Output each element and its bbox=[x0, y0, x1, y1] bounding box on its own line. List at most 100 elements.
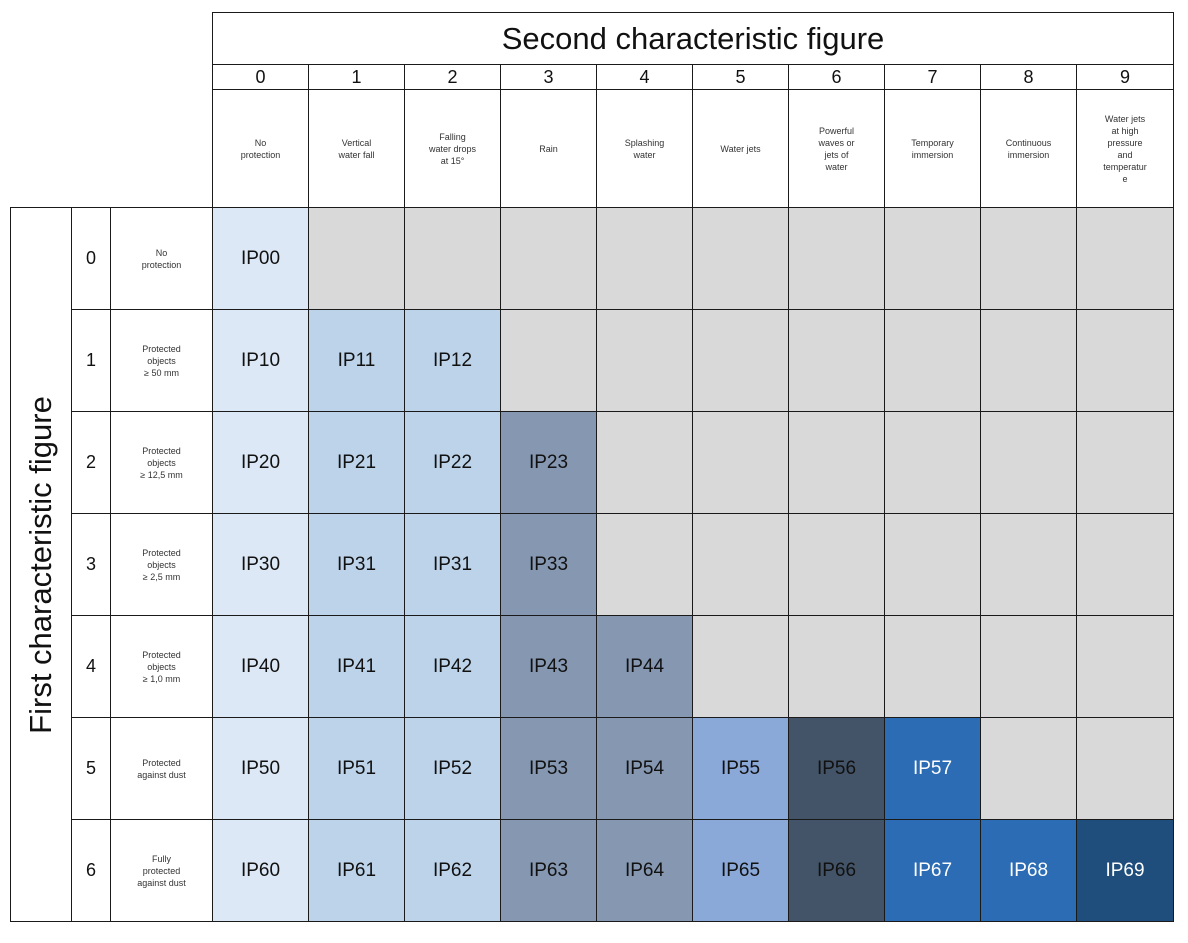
empty-cell bbox=[692, 615, 789, 718]
desc-line: Protected bbox=[142, 757, 181, 768]
row-digit-1: 1 bbox=[71, 309, 111, 412]
empty-cell bbox=[884, 513, 981, 616]
table-row: First characteristic figure 0 No protection… bbox=[10, 207, 1174, 922]
ip-cell: IP11 bbox=[308, 309, 405, 412]
desc-line: No bbox=[155, 247, 168, 258]
ip-cell: IP20 bbox=[212, 411, 309, 514]
first-characteristic-title-cell: First characteristic figure bbox=[10, 207, 72, 922]
empty-cell bbox=[1076, 513, 1174, 616]
ip-cell: IP69 bbox=[1076, 819, 1174, 922]
empty-cell bbox=[500, 309, 597, 412]
table-row: 4 Protected objects ≥ 1,0 mm IP40 IP41 IP42 IP4… bbox=[11, 615, 1174, 718]
row-desc-3: Protected objects ≥ 2,5 mm bbox=[110, 513, 213, 616]
desc-line: objects bbox=[147, 559, 176, 570]
row-desc-6: Fully protected against dust bbox=[110, 819, 213, 922]
ip-cell: IP21 bbox=[308, 411, 405, 514]
column-digit-2: 2 bbox=[404, 64, 501, 90]
desc-line: ≥ 1,0 mm bbox=[142, 673, 181, 684]
table-row: 1 Protected objects ≥ 50 mm IP10 IP11 IP12 bbox=[11, 309, 1174, 412]
desc-line: protected bbox=[142, 865, 181, 876]
desc-line: against dust bbox=[137, 769, 186, 780]
desc-line: jets of bbox=[824, 149, 849, 160]
desc-line: immersion bbox=[911, 149, 954, 160]
column-desc-5: Water jets bbox=[692, 89, 789, 208]
desc-line: Splashing bbox=[624, 137, 665, 148]
ip-cell: IP43 bbox=[500, 615, 597, 718]
desc-line: waves or bbox=[818, 137, 855, 148]
desc-line: pressure bbox=[1107, 137, 1143, 148]
desc-line: water bbox=[633, 149, 656, 160]
desc-line: against dust bbox=[137, 877, 186, 888]
column-desc-1: Vertical water fall bbox=[308, 89, 405, 208]
desc-line: protection bbox=[240, 149, 281, 160]
empty-cell bbox=[980, 207, 1077, 310]
desc-line: Protected bbox=[142, 649, 181, 660]
row-desc-0: No protection bbox=[110, 207, 213, 310]
ip-cell: IP12 bbox=[404, 309, 501, 412]
ip-cell: IP42 bbox=[404, 615, 501, 718]
desc-line: e bbox=[1122, 173, 1128, 184]
empty-cell bbox=[884, 411, 981, 514]
ip-cell: IP56 bbox=[788, 717, 885, 820]
ip-cell: IP23 bbox=[500, 411, 597, 514]
desc-line: and bbox=[1117, 149, 1133, 160]
column-digit-6: 6 bbox=[788, 64, 885, 90]
empty-cell bbox=[692, 411, 789, 514]
row-digit-3: 3 bbox=[71, 513, 111, 616]
row-desc-5: Protected against dust bbox=[110, 717, 213, 820]
table-row: 5 Protected against dust IP50 IP51 IP52 IP53 IP… bbox=[11, 717, 1174, 820]
ip-cell: IP50 bbox=[212, 717, 309, 820]
column-digit-1: 1 bbox=[308, 64, 405, 90]
desc-line: Water jets bbox=[1104, 113, 1146, 124]
first-characteristic-title: First characteristic figure bbox=[23, 395, 58, 734]
empty-cell bbox=[596, 513, 693, 616]
desc-line: temperatur bbox=[1103, 161, 1147, 172]
ip-cell: IP64 bbox=[596, 819, 693, 922]
desc-line: Rain bbox=[539, 143, 558, 154]
row-digit-6: 6 bbox=[71, 819, 111, 922]
ip-cell: IP00 bbox=[212, 207, 309, 310]
desc-line: Vertical bbox=[341, 137, 372, 148]
empty-cell bbox=[788, 615, 885, 718]
empty-cell bbox=[692, 309, 789, 412]
empty-cell bbox=[788, 513, 885, 616]
column-desc-6: Powerful waves or jets of water bbox=[788, 89, 885, 208]
desc-line: protection bbox=[141, 259, 182, 270]
desc-line: Protected bbox=[142, 445, 181, 456]
column-digit-0: 0 bbox=[212, 64, 309, 90]
row-desc-2: Protected objects ≥ 12,5 mm bbox=[110, 411, 213, 514]
column-digit-7: 7 bbox=[884, 64, 981, 90]
ip-cell: IP55 bbox=[692, 717, 789, 820]
empty-cell bbox=[1076, 717, 1174, 820]
ip-cell: IP65 bbox=[692, 819, 789, 922]
empty-cell bbox=[788, 309, 885, 412]
desc-line: at 15° bbox=[440, 155, 465, 166]
ip-cell: IP33 bbox=[500, 513, 597, 616]
column-digit-9: 9 bbox=[1076, 64, 1174, 90]
column-desc-7: Temporary immersion bbox=[884, 89, 981, 208]
desc-line: Protected bbox=[142, 547, 181, 558]
desc-line: objects bbox=[147, 457, 176, 468]
desc-line: Temporary bbox=[911, 137, 954, 148]
table-row: 3 Protected objects ≥ 2,5 mm IP30 IP31 IP31 IP3… bbox=[11, 513, 1174, 616]
desc-line: objects bbox=[147, 661, 176, 672]
desc-line: Protected bbox=[142, 343, 181, 354]
ip-cell: IP63 bbox=[500, 819, 597, 922]
row-digit-4: 4 bbox=[71, 615, 111, 718]
ip-cell: IP10 bbox=[212, 309, 309, 412]
desc-line: Falling bbox=[439, 131, 466, 142]
row-desc-1: Protected objects ≥ 50 mm bbox=[110, 309, 213, 412]
empty-cell bbox=[884, 207, 981, 310]
empty-cell bbox=[692, 207, 789, 310]
ip-cell: IP54 bbox=[596, 717, 693, 820]
column-desc-3: Rain bbox=[500, 89, 597, 208]
desc-line: Water jets bbox=[720, 143, 761, 154]
row-digit-5: 5 bbox=[71, 717, 111, 820]
empty-cell bbox=[788, 411, 885, 514]
ip-cell: IP57 bbox=[884, 717, 981, 820]
ip-cell: IP41 bbox=[308, 615, 405, 718]
ip-cell: IP66 bbox=[788, 819, 885, 922]
second-characteristic-title: Second characteristic figure bbox=[212, 12, 1174, 65]
empty-cell bbox=[980, 615, 1077, 718]
